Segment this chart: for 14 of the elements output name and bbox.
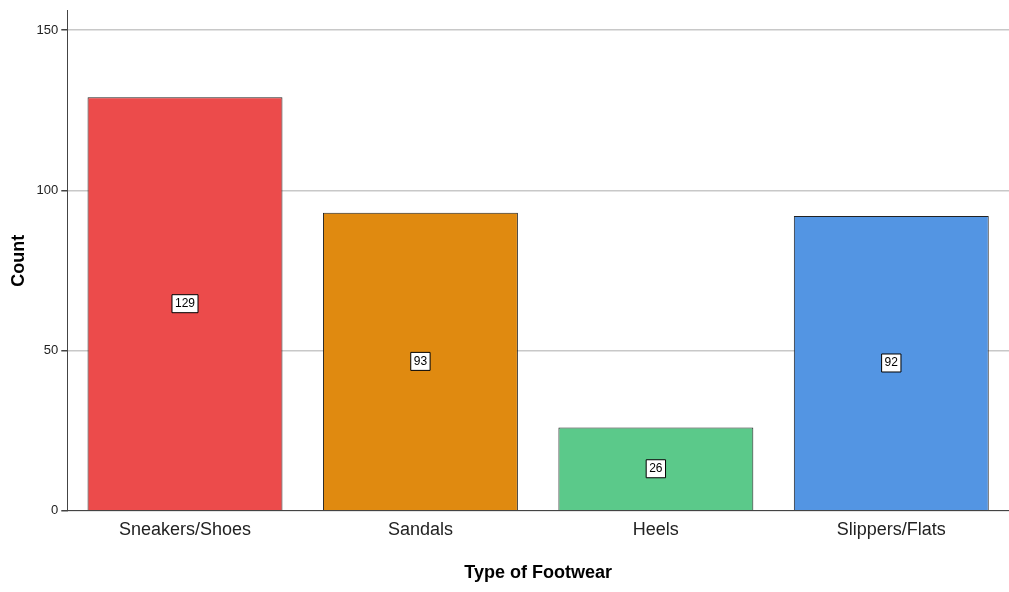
x-tick-label: Sandals — [387, 518, 453, 539]
x-tick-label: Heels — [632, 518, 679, 539]
x-tick-label: Sneakers/Shoes — [118, 518, 252, 539]
data-label: 129 — [174, 296, 196, 311]
x-tick-label: Slippers/Flats — [836, 518, 946, 539]
data-label: 93 — [413, 353, 428, 368]
data-label: 92 — [884, 355, 899, 370]
x-axis-title: Type of Footwear — [464, 562, 612, 583]
y-axis-title: Count — [7, 234, 28, 287]
y-tick-label: 150 — [36, 21, 59, 37]
y-tick-label: 100 — [36, 181, 59, 197]
data-label: 26 — [649, 461, 663, 476]
y-tick-label: 0 — [51, 502, 59, 518]
y-tick-label: 50 — [43, 342, 59, 358]
